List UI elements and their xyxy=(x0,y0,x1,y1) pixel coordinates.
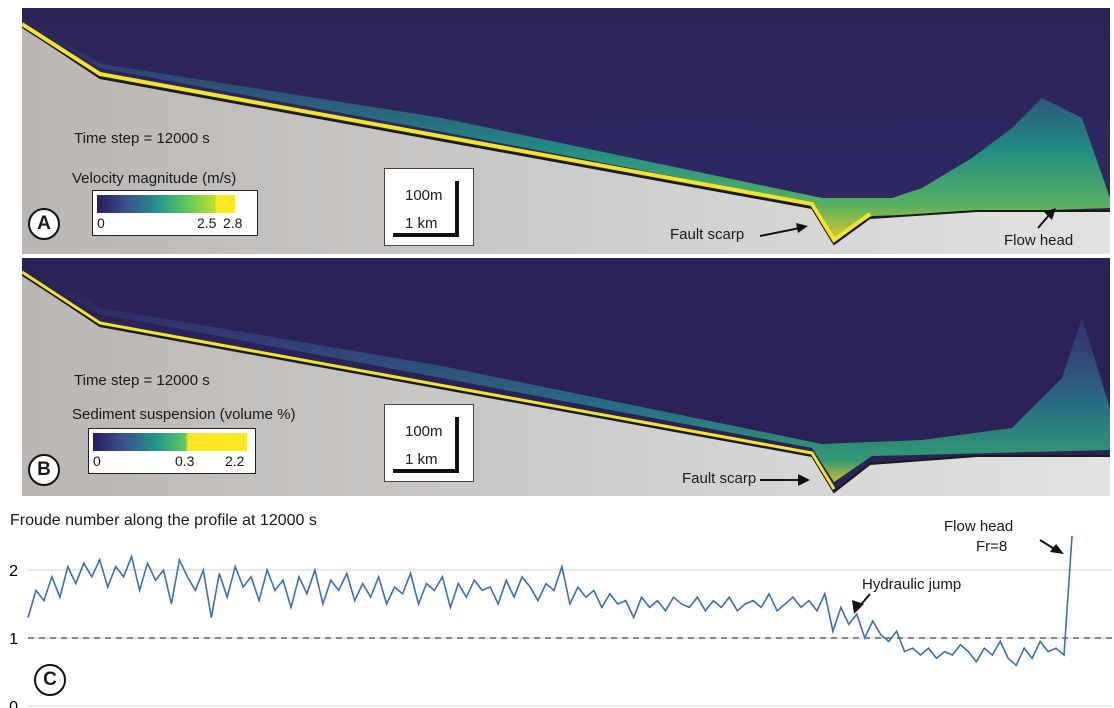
suspension-colorbar: 0 0.3 2.2 xyxy=(88,428,256,474)
colorbar-tick-mid: 2.5 xyxy=(197,215,217,231)
colorbar-tick-mid: 0.3 xyxy=(175,453,195,469)
colorbar-tick-max: 2.8 xyxy=(223,215,243,231)
scale-vertical-label: 100m xyxy=(405,187,443,204)
velocity-colorbar: 0 2.5 2.8 xyxy=(92,190,258,236)
panel-b: Time step = 12000 s Sediment suspension … xyxy=(22,258,1110,496)
seafloor xyxy=(22,276,1110,496)
y-tick-label: 2 xyxy=(9,563,18,580)
scale-horizontal-bar xyxy=(393,233,459,237)
y-tick-label: 1 xyxy=(9,631,18,648)
scale-bar: 100m 1 km xyxy=(384,168,474,246)
hydraulic-jump-label: Hydraulic jump xyxy=(862,576,962,593)
basal-high-velocity-layer xyxy=(22,22,872,243)
flow-head-annotation: Flow head xyxy=(1004,232,1074,249)
panel-a-letter: A xyxy=(28,208,60,240)
seafloor-profile-line xyxy=(22,273,1110,494)
scale-horizontal-label: 1 km xyxy=(405,215,438,232)
colorbar-tick-max: 2.2 xyxy=(225,453,245,469)
scale-horizontal-label: 1 km xyxy=(405,451,438,468)
scale-vertical-label: 100m xyxy=(405,423,443,440)
froude-series-line xyxy=(27,535,1073,667)
seafloor-profile-line xyxy=(22,25,1110,246)
froude-peak-label: Fr=8 xyxy=(976,538,1008,555)
fault-scarp-annotation: Fault scarp xyxy=(670,226,745,243)
chart-title: Froude number along the profile at 12000… xyxy=(10,512,317,529)
flow-head-annotation-b: Flow head xyxy=(944,518,1014,535)
colorbar-title: Sediment suspension (volume %) xyxy=(72,406,296,423)
colorbar-tick-min: 0 xyxy=(93,453,101,469)
colorbar-tick-min: 0 xyxy=(97,215,105,231)
scale-bar: 100m 1 km xyxy=(384,404,474,482)
froude-chart: 0 1 2 xyxy=(9,535,1112,708)
panel-a: Time step = 12000 s Velocity magnitude (… xyxy=(22,8,1110,254)
y-tick-label: 0 xyxy=(9,699,18,708)
time-step-label: Time step = 12000 s xyxy=(74,372,210,389)
colorbar-gradient xyxy=(93,433,247,451)
panel-b-letter: B xyxy=(28,454,60,486)
fr8-arrowhead xyxy=(1050,544,1064,554)
seafloor xyxy=(22,28,1110,254)
time-step-label: Time step = 12000 s xyxy=(74,130,210,147)
colorbar-title: Velocity magnitude (m/s) xyxy=(72,170,237,187)
colorbar-gradient xyxy=(97,195,235,213)
scale-horizontal-bar xyxy=(393,469,459,473)
hydraulic-jump-arrowhead xyxy=(852,600,864,614)
scale-vertical-bar xyxy=(455,181,459,237)
fault-scarp-annotation: Fault scarp xyxy=(682,470,757,487)
scale-vertical-bar xyxy=(455,417,459,473)
panel-c-letter: C xyxy=(34,664,66,696)
basal-suspension-layer xyxy=(22,270,836,490)
y-axis-ticks: 0 1 2 xyxy=(9,563,18,708)
chart-annotation-arrows xyxy=(852,539,1064,614)
